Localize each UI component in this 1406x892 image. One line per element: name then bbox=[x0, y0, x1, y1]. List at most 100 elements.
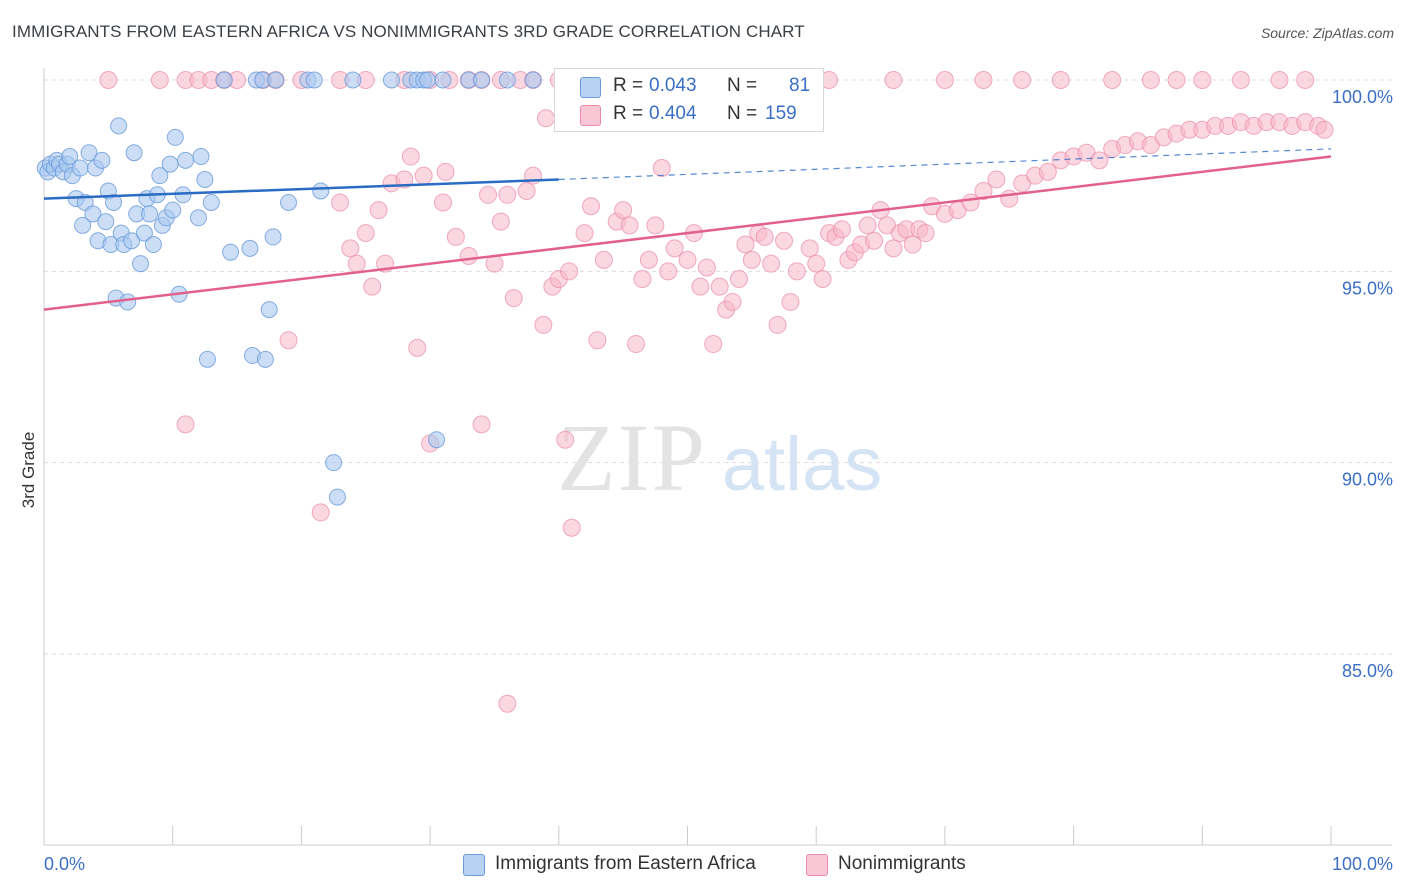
data-point bbox=[344, 71, 362, 89]
data-point bbox=[665, 239, 684, 258]
data-point bbox=[652, 159, 671, 178]
data-point bbox=[1167, 71, 1186, 89]
data-point bbox=[177, 151, 195, 169]
data-point bbox=[787, 262, 806, 281]
data-point bbox=[691, 277, 710, 296]
y-tick-label: 90.0% bbox=[1342, 470, 1393, 490]
data-point bbox=[1103, 71, 1122, 89]
data-point bbox=[1315, 120, 1334, 139]
data-point bbox=[80, 144, 98, 162]
data-point bbox=[215, 71, 233, 89]
data-point bbox=[104, 193, 122, 211]
data-point bbox=[192, 148, 210, 166]
data-point bbox=[99, 71, 118, 89]
nonimmigrants-swatch bbox=[806, 854, 828, 876]
data-point bbox=[536, 109, 555, 128]
data-point bbox=[325, 454, 343, 472]
data-point bbox=[279, 331, 298, 350]
data-point bbox=[84, 205, 102, 223]
data-point bbox=[575, 224, 594, 243]
data-point bbox=[768, 315, 787, 334]
data-point bbox=[1000, 189, 1019, 208]
data-point bbox=[74, 216, 92, 234]
data-point bbox=[517, 181, 536, 200]
r-value: 0.043 bbox=[649, 75, 697, 96]
data-point bbox=[865, 231, 884, 250]
data-point bbox=[678, 250, 697, 269]
immigrants-trend-extension bbox=[558, 148, 1332, 181]
data-point bbox=[311, 503, 330, 522]
data-point bbox=[166, 128, 184, 146]
data-point bbox=[202, 193, 220, 211]
data-point bbox=[504, 289, 523, 308]
correlation-legend: R = 0.043 N = 81 R = 0.404 N = 159 bbox=[554, 68, 824, 132]
data-point bbox=[800, 239, 819, 258]
data-point bbox=[646, 216, 665, 235]
data-point bbox=[1296, 71, 1315, 89]
grid-lines bbox=[44, 79, 1392, 655]
data-point bbox=[150, 71, 169, 89]
data-point bbox=[639, 250, 658, 269]
data-point bbox=[1231, 71, 1250, 89]
data-point bbox=[633, 269, 652, 288]
data-point bbox=[196, 170, 214, 188]
data-point bbox=[742, 250, 761, 269]
data-point bbox=[363, 277, 382, 296]
data-point bbox=[614, 201, 633, 220]
data-point bbox=[723, 292, 742, 311]
data-point bbox=[729, 269, 748, 288]
series-legend: Immigrants from Eastern Africa Nonimmigr… bbox=[0, 851, 1406, 879]
y-axis-label: 3rd Grade bbox=[19, 432, 38, 509]
data-point bbox=[1038, 162, 1057, 181]
data-point bbox=[267, 71, 285, 89]
immigrants-swatch bbox=[580, 77, 601, 98]
data-point bbox=[884, 239, 903, 258]
data-point bbox=[347, 254, 366, 273]
r-label: R = bbox=[613, 103, 644, 124]
data-point bbox=[446, 227, 465, 246]
y-tick-label: 100.0% bbox=[1332, 87, 1393, 107]
data-point bbox=[71, 159, 89, 177]
data-point bbox=[858, 216, 877, 235]
data-point bbox=[813, 269, 832, 288]
data-point bbox=[472, 415, 491, 434]
watermark: ZIP atlas bbox=[557, 404, 882, 511]
n-label: N = bbox=[727, 75, 758, 96]
data-point bbox=[562, 518, 581, 537]
data-point bbox=[328, 488, 346, 506]
data-point bbox=[144, 236, 162, 254]
data-point bbox=[974, 71, 993, 89]
watermark-zip: ZIP bbox=[557, 404, 707, 511]
data-point bbox=[341, 239, 360, 258]
data-point bbox=[594, 250, 613, 269]
data-point bbox=[123, 232, 141, 250]
data-point bbox=[974, 181, 993, 200]
immigrants-trend-line bbox=[43, 178, 559, 200]
data-point bbox=[428, 431, 446, 449]
data-point bbox=[132, 255, 150, 273]
data-point bbox=[524, 71, 542, 89]
data-point bbox=[736, 235, 755, 254]
data-point bbox=[491, 212, 510, 231]
x-tick-label: 0.0% bbox=[44, 854, 85, 874]
data-point bbox=[176, 415, 195, 434]
data-point bbox=[135, 224, 153, 242]
data-point bbox=[164, 201, 182, 219]
data-point bbox=[935, 71, 954, 89]
n-label: N = bbox=[727, 103, 758, 124]
immigrants-swatch bbox=[463, 854, 485, 876]
data-point bbox=[498, 185, 517, 204]
tick-labels: 85.0% 90.0% 95.0% 100.0% 0.0% 100.0% bbox=[44, 87, 1393, 874]
legend-row-immigrants: R = 0.043 N = 81 bbox=[555, 72, 823, 100]
data-point bbox=[1090, 151, 1109, 170]
data-point bbox=[755, 227, 774, 246]
trend-lines bbox=[43, 148, 1332, 311]
data-point bbox=[588, 331, 607, 350]
data-point bbox=[280, 193, 298, 211]
y-tick-label: 95.0% bbox=[1342, 278, 1393, 298]
y-tick-label: 85.0% bbox=[1342, 661, 1393, 681]
n-value: 159 bbox=[765, 103, 797, 124]
r-value: 0.404 bbox=[649, 103, 697, 124]
data-point bbox=[97, 213, 115, 231]
